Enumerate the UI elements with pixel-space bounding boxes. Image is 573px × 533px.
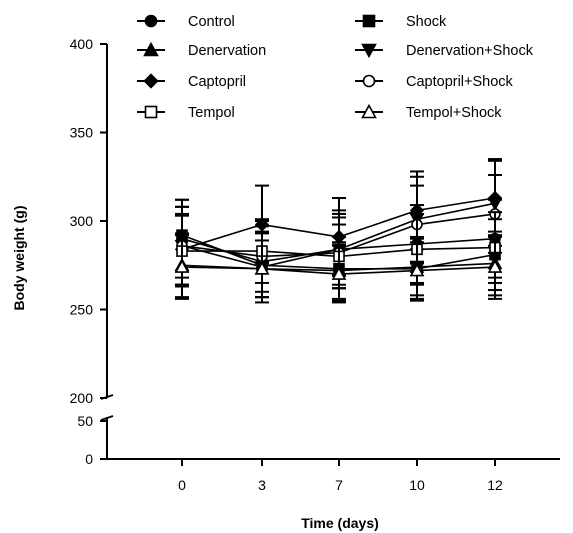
y-tick-label: 350: [70, 125, 94, 141]
series-marker: [362, 74, 376, 88]
series-marker: [361, 43, 377, 59]
y-tick-label: 300: [70, 213, 94, 229]
x-tick-label: 7: [335, 477, 343, 493]
y-tick-label: 400: [70, 36, 94, 52]
series-marker: [144, 14, 158, 28]
legend-item-tempol-shock: Tempol+Shock: [355, 103, 502, 121]
series-marker: [487, 259, 503, 273]
y-tick-label: 250: [70, 302, 94, 318]
x-tick-label: 12: [487, 477, 503, 493]
legend-label: Captopril: [188, 74, 246, 90]
series-marker: [331, 266, 347, 280]
legend-label: Denervation: [188, 43, 266, 59]
series-tempol-shock: [174, 234, 503, 304]
legend-label: Tempol+Shock: [406, 105, 502, 121]
series-marker: [362, 14, 376, 28]
y-tick-label: 50: [77, 413, 93, 429]
legend-label: Captopril+Shock: [406, 74, 514, 90]
y-tick-label: 0: [85, 451, 93, 467]
series-marker: [143, 73, 159, 89]
legend-item-captopril-shock: Captopril+Shock: [355, 74, 514, 90]
y-tick-label: 200: [70, 390, 94, 406]
legend-item-denervation-shock: Denervation+Shock: [355, 43, 534, 59]
legend-label: Tempol: [188, 105, 235, 121]
series-marker: [144, 105, 158, 119]
x-tick-label: 0: [178, 477, 186, 493]
axes: 200 250 300 350 400 0 50 0 3 7 10 12: [70, 36, 560, 493]
legend-label: Control: [188, 14, 235, 30]
legend-item-tempol: Tempol: [137, 105, 235, 121]
x-tick-label: 10: [409, 477, 425, 493]
legend-item-control: Control: [137, 14, 235, 30]
series-marker: [409, 262, 425, 277]
x-axis-title: Time (days): [301, 515, 379, 531]
axis-break-lower: [100, 415, 114, 421]
series-marker: [361, 103, 377, 119]
legend: Control Shock Denervation Denervation+Shock…: [137, 14, 534, 121]
legend-item-denervation: Denervation: [137, 41, 266, 59]
legend-item-captopril: Captopril: [137, 73, 246, 90]
series-marker: [174, 259, 190, 273]
y-axis-title: Body weight (g): [11, 206, 27, 311]
legend-label: Denervation+Shock: [406, 43, 534, 59]
series-marker: [143, 41, 159, 57]
series-layer: [174, 158, 503, 304]
series-marker: [254, 261, 270, 275]
x-tick-label: 3: [258, 477, 266, 493]
legend-item-shock: Shock: [355, 14, 447, 30]
legend-label: Shock: [406, 14, 447, 30]
